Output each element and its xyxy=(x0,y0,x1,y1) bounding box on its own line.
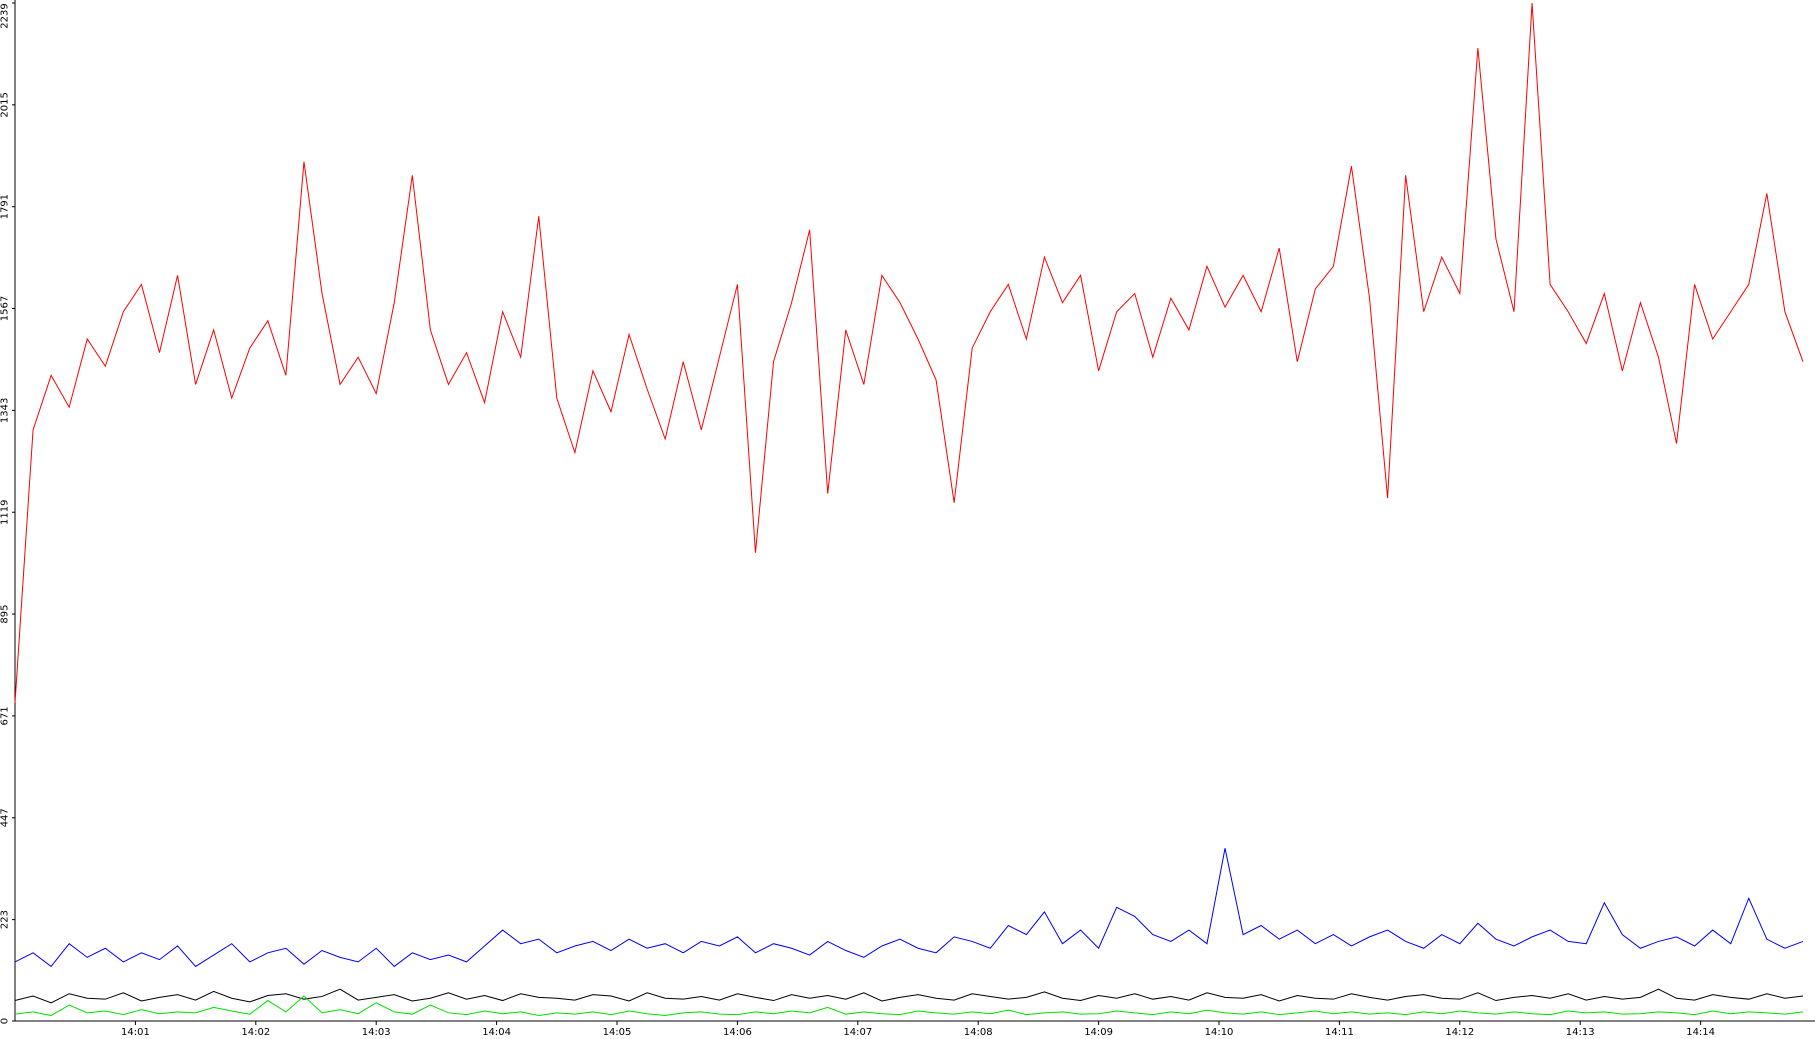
y-tick-label: 895 xyxy=(0,605,10,624)
series-line xyxy=(14,848,1804,968)
x-tick-label: 14:10 xyxy=(1205,1027,1234,1038)
series-line xyxy=(14,2,1804,703)
x-tick-label: 14:09 xyxy=(1084,1027,1113,1038)
x-tick-label: 14:14 xyxy=(1686,1027,1715,1038)
x-tick-label: 14:05 xyxy=(603,1027,632,1038)
x-tick-label: 14:03 xyxy=(362,1027,391,1038)
x-tick-label: 14:07 xyxy=(843,1027,872,1038)
x-tick-label: 14:08 xyxy=(964,1027,993,1038)
y-tick-label: 447 xyxy=(0,808,10,827)
y-tick-label: 223 xyxy=(0,910,10,929)
y-tick-label: 1791 xyxy=(0,194,10,219)
y-tick-label: 2015 xyxy=(0,92,10,117)
x-tick-label: 14:04 xyxy=(482,1027,511,1038)
x-tick-label: 14:13 xyxy=(1566,1027,1595,1038)
y-tick-label: 1119 xyxy=(0,500,10,525)
series-line xyxy=(14,995,1804,1017)
x-tick-label: 14:06 xyxy=(723,1027,752,1038)
series-line xyxy=(14,988,1804,1004)
x-tick-label: 14:01 xyxy=(121,1027,150,1038)
y-tick-label: 1567 xyxy=(0,296,10,321)
y-tick-label: 2239 xyxy=(0,3,10,28)
y-tick-label: 0 xyxy=(0,1018,10,1024)
y-tick-label: 671 xyxy=(0,706,10,725)
x-tick-label: 14:11 xyxy=(1325,1027,1354,1038)
x-tick-label: 14:02 xyxy=(241,1027,270,1038)
x-tick-label: 14:12 xyxy=(1445,1027,1474,1038)
y-tick-label: 1343 xyxy=(0,398,10,423)
